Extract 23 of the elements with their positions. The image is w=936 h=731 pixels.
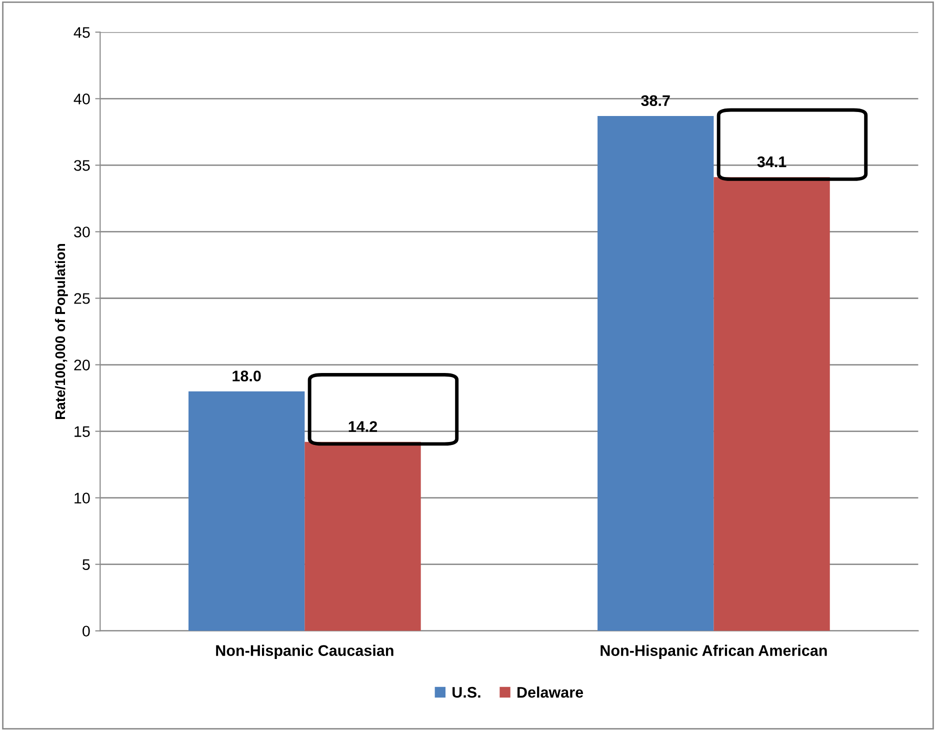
y-tick-label: 40 [74,94,90,104]
y-tick-label: 20 [74,360,90,370]
y-tick-label: 35 [74,160,90,171]
y-tick-label: 15 [74,426,90,437]
y-axis-title: Rate/100,000 of Population [54,244,68,419]
y-tick-label: 0 [82,626,90,637]
data-label: 34.1 [757,156,786,168]
bar [188,391,305,631]
data-label: 38.7 [641,95,670,106]
y-tick-label: 5 [82,559,90,570]
legend-label: Delaware [517,686,584,698]
bar [304,442,421,631]
x-tick-label: Non-Hispanic Caucasian [216,644,394,659]
x-tick-label: Non-Hispanic African American [600,644,827,659]
y-tick-label: 25 [74,293,90,304]
bar [598,116,714,631]
y-tick-label: 30 [74,226,90,238]
legend-label: U.S. [452,686,480,698]
bar [714,177,830,631]
data-label: 18.0 [232,370,261,382]
y-tick-label: 45 [74,27,90,38]
data-label: 14.2 [348,421,378,432]
y-tick-label: 10 [74,492,90,504]
